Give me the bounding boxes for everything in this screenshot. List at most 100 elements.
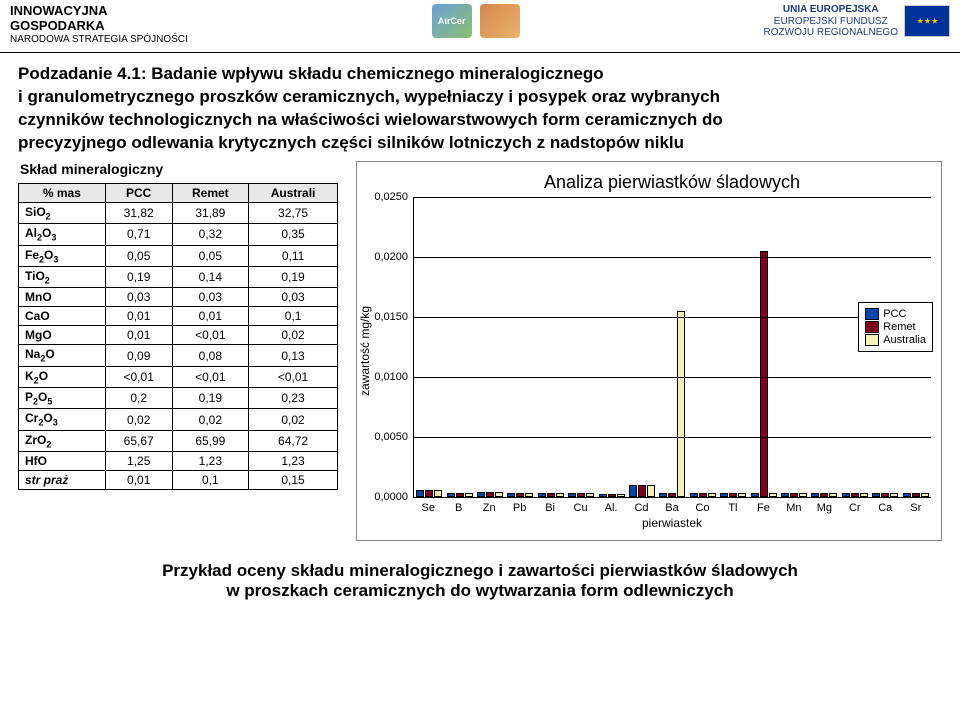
table-row: Al2O30,710,320,35 (19, 224, 338, 245)
table-cell: 31,82 (105, 202, 172, 223)
table-cell: 0,32 (172, 224, 249, 245)
task-line: precyzyjnego odlewania krytycznych częśc… (18, 132, 942, 155)
bar (872, 493, 880, 497)
row-label: Al2O3 (19, 224, 106, 245)
trace-elements-chart: Analiza pierwiastków śladowych zawartość… (356, 161, 942, 541)
table-cell: <0,01 (249, 366, 338, 387)
table-cell: 0,14 (172, 266, 249, 287)
legend-item: Remet (865, 321, 926, 333)
table-body: SiO231,8231,8932,75Al2O30,710,320,35Fe2O… (19, 202, 338, 490)
bar (751, 493, 759, 497)
xtick-label: Ba (657, 502, 687, 514)
chart-column: Analiza pierwiastków śladowych zawartość… (356, 161, 942, 541)
bar (912, 493, 920, 497)
table-cell: 0,11 (249, 245, 338, 266)
table-cell: 0,09 (105, 345, 172, 366)
table-cell: 0,02 (105, 409, 172, 430)
row-label: MgO (19, 326, 106, 345)
bar-group (444, 197, 474, 497)
table-cell: 0,02 (172, 409, 249, 430)
grid-line (414, 437, 931, 438)
xtick-label: Al. (596, 502, 626, 514)
bar (586, 493, 594, 497)
grid-line (414, 377, 931, 378)
bar (617, 494, 625, 496)
eu-text: UNIA EUROPEJSKA EUROPEJSKI FUNDUSZ ROZWO… (764, 4, 898, 39)
table-cell: 0,23 (249, 388, 338, 409)
bar (525, 493, 533, 497)
table-heading: Skład mineralogiczny (20, 161, 338, 177)
table-cell: 0,01 (105, 307, 172, 326)
bar (486, 492, 494, 497)
bar-group (688, 197, 718, 497)
content-row: Skład mineralogiczny % mas PCC Remet Aus… (18, 161, 942, 541)
bar (495, 492, 503, 497)
logo-icon (480, 4, 520, 38)
xtick-label: Se (413, 502, 443, 514)
table-cell: 0,01 (105, 326, 172, 345)
table-cell: 0,19 (249, 266, 338, 287)
chart-bars (414, 197, 931, 497)
row-label: SiO2 (19, 202, 106, 223)
table-cell: 0,08 (172, 345, 249, 366)
table-cell: 1,25 (105, 452, 172, 471)
chart-xlabel: pierwiastek (413, 516, 931, 530)
xtick-label: Pb (504, 502, 534, 514)
eu-flag-icon (904, 5, 950, 37)
table-column: Skład mineralogiczny % mas PCC Remet Aus… (18, 161, 338, 491)
bar-group (779, 197, 809, 497)
bar (729, 493, 737, 497)
chart-xlabels: SeBZnPbBiCuAl.CdBaCoTlFeMnMgCrCaSr (413, 502, 931, 514)
bar (677, 311, 685, 497)
bar (851, 493, 859, 497)
bar (538, 493, 546, 497)
ytick-label: 0,0250 (360, 191, 408, 203)
table-cell: 65,67 (105, 430, 172, 451)
task-line: i granulometrycznego proszków ceramiczny… (18, 86, 942, 109)
bar (638, 485, 646, 497)
bar (829, 493, 837, 497)
table-cell: 0,19 (172, 388, 249, 409)
table-row: P2O50,20,190,23 (19, 388, 338, 409)
header-left-line1: INNOWACYJNA (10, 4, 188, 19)
xtick-label: Bi (535, 502, 565, 514)
bar (690, 493, 698, 497)
bar (699, 493, 707, 497)
table-cell: 1,23 (172, 452, 249, 471)
bar (760, 251, 768, 497)
table-row: HfO1,251,231,23 (19, 452, 338, 471)
mineralogy-table: % mas PCC Remet Australi SiO231,8231,893… (18, 183, 338, 491)
col-header: Remet (172, 183, 249, 202)
grid-line (414, 257, 931, 258)
row-label: str praż (19, 471, 106, 490)
row-label: TiO2 (19, 266, 106, 287)
row-label: MnO (19, 288, 106, 307)
table-cell: 0,19 (105, 266, 172, 287)
bar (708, 493, 716, 497)
table-cell: 0,02 (249, 409, 338, 430)
bar (547, 493, 555, 497)
task-title-block: Podzadanie 4.1: Badanie wpływu składu ch… (18, 63, 942, 155)
grid-line (414, 197, 931, 198)
row-label: Na2O (19, 345, 106, 366)
table-cell: 0,2 (105, 388, 172, 409)
header-right-line2: EUROPEJSKI FUNDUSZ (764, 16, 898, 28)
col-header: Australi (249, 183, 338, 202)
footer-caption: Przykład oceny składu mineralogicznego i… (18, 561, 942, 601)
ytick-label: 0,0050 (360, 431, 408, 443)
xtick-label: Cu (565, 502, 595, 514)
bar (921, 493, 929, 497)
legend-label: Australia (883, 334, 926, 346)
table-cell: 0,13 (249, 345, 338, 366)
table-row: Na2O0,090,080,13 (19, 345, 338, 366)
bar-group (505, 197, 535, 497)
chart-plot-area: 0,00000,00500,01000,01500,02000,0250 (413, 197, 931, 498)
table-cell: <0,01 (172, 366, 249, 387)
header-right-line1: UNIA EUROPEJSKA (764, 4, 898, 16)
bar-group (809, 197, 839, 497)
xtick-label: Tl (718, 502, 748, 514)
table-cell: 0,35 (249, 224, 338, 245)
bar (881, 493, 889, 497)
bar (769, 493, 777, 497)
bar (416, 490, 424, 497)
